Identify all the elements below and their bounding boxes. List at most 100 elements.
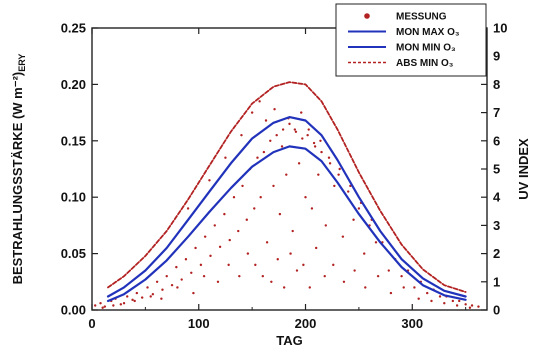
- measurement-point: [223, 212, 226, 216]
- legend-label: MON MIN O₃: [396, 43, 456, 54]
- measurement-point: [312, 141, 316, 145]
- measurement-point: [438, 295, 442, 298]
- measurement-point: [323, 274, 326, 278]
- measurement-point: [228, 238, 231, 242]
- y2-tick-label: 10: [493, 21, 507, 36]
- measurement-point: [357, 207, 361, 210]
- series-line-0: [106, 115, 467, 298]
- y-axis-label-sub: ERY: [17, 54, 27, 72]
- y2-tick-label: 0: [493, 303, 500, 318]
- measurement-point: [376, 274, 380, 278]
- measurement-point: [224, 156, 227, 159]
- measurement-point: [333, 184, 336, 188]
- series-line-1: [106, 145, 467, 303]
- measurement-point: [363, 252, 366, 255]
- measurement-point: [364, 286, 367, 289]
- measurement-point: [126, 295, 129, 298]
- y-tick-label: 0.20: [61, 77, 86, 92]
- measurement-point: [194, 246, 197, 250]
- measurement-point: [99, 302, 102, 305]
- measurement-point: [270, 280, 273, 283]
- measurement-point: [192, 291, 195, 295]
- measurement-point: [131, 298, 134, 302]
- tick-layer: 0 100 200 300 0.00 0.05 0.10 0.15 0.20 0.25 0 1 2 3 4 5…: [61, 21, 508, 332]
- measurement-point: [264, 119, 268, 122]
- measurement-point: [342, 280, 346, 283]
- y2-tick-label: 7: [493, 105, 500, 120]
- measurement-point: [289, 252, 292, 255]
- measurement-point: [310, 207, 314, 210]
- y-axis-label-main: BESTRAHLUNGSSTÄRKE (W m⁻²): [10, 72, 25, 285]
- series-line-2: [107, 81, 467, 293]
- measurement-point: [254, 263, 257, 267]
- legend-swatch: [364, 13, 370, 19]
- measurement-point: [94, 304, 97, 307]
- measurement-point: [285, 173, 288, 176]
- measurement-point: [101, 306, 104, 309]
- measurement-point: [208, 179, 211, 182]
- measurement-point: [216, 280, 220, 283]
- measurement-point: [477, 305, 480, 308]
- measurement-point: [119, 303, 123, 306]
- measurement-point: [140, 296, 144, 299]
- measurement-point: [165, 274, 168, 278]
- legend-entries: MESSUNG MON MAX O₃ MON MIN O₃ ABS MIN O₃: [348, 12, 460, 69]
- measurement-point: [313, 145, 317, 148]
- measurement-point: [297, 162, 301, 165]
- measurement-point: [151, 293, 155, 296]
- y2-tick-label: 8: [493, 77, 500, 92]
- measurement-point: [470, 304, 474, 307]
- y2-tick-label: 2: [493, 246, 500, 261]
- measurement-point: [135, 291, 139, 295]
- measurement-point: [288, 122, 291, 126]
- measurement-point: [240, 133, 243, 137]
- measurement-point: [202, 274, 206, 278]
- measurement-point: [293, 128, 297, 131]
- measurement-point: [451, 299, 455, 303]
- y2-tick-label: 9: [493, 49, 500, 64]
- measurement-point: [253, 207, 256, 210]
- measurement-point: [275, 133, 278, 137]
- measurement-point: [468, 306, 472, 309]
- measurement-point: [389, 291, 393, 295]
- measurement-point: [281, 128, 285, 131]
- measurement-point: [324, 224, 327, 227]
- measurement-point: [103, 305, 107, 308]
- legend-label: ABS MIN O₃: [396, 58, 454, 69]
- y2-tick-label: 5: [493, 162, 500, 177]
- measurement-point: [417, 297, 420, 300]
- measurement-point: [282, 286, 286, 289]
- measurement-point: [320, 150, 323, 154]
- measurement-point: [272, 184, 275, 188]
- measurement-point: [149, 295, 152, 298]
- measurement-point: [332, 263, 335, 267]
- measurement-point: [155, 280, 159, 283]
- measurement-point: [291, 229, 294, 233]
- y-axis-label: BESTRAHLUNGSSTÄRKE (W m⁻²)ERY: [10, 54, 27, 285]
- measurement-point: [402, 286, 405, 289]
- measurement-point: [186, 207, 190, 210]
- y-tick-label: 0.15: [61, 133, 86, 148]
- y-tick-label: 0.05: [61, 246, 86, 261]
- measurement-point: [241, 184, 244, 188]
- legend-box: [335, 3, 487, 77]
- measurement-point: [294, 130, 298, 133]
- measurement-point: [300, 111, 303, 114]
- measurement-point: [203, 235, 207, 238]
- measurement-point: [273, 108, 276, 111]
- measurement-point: [280, 145, 284, 148]
- measurement-point: [338, 167, 341, 171]
- measurement-point: [250, 111, 254, 114]
- measurement-point: [146, 286, 149, 289]
- measurement-point: [246, 252, 250, 255]
- measurement-point: [347, 190, 350, 193]
- measurement-point: [455, 304, 459, 307]
- x-tick-label: 100: [188, 316, 210, 331]
- y2-tick-label: 3: [493, 218, 500, 233]
- y-tick-label: 0.00: [61, 303, 86, 318]
- y2-tick-label: 6: [493, 133, 500, 148]
- measurement-point: [256, 156, 259, 159]
- x-tick-label: 0: [88, 316, 95, 331]
- measurement-point: [213, 224, 216, 227]
